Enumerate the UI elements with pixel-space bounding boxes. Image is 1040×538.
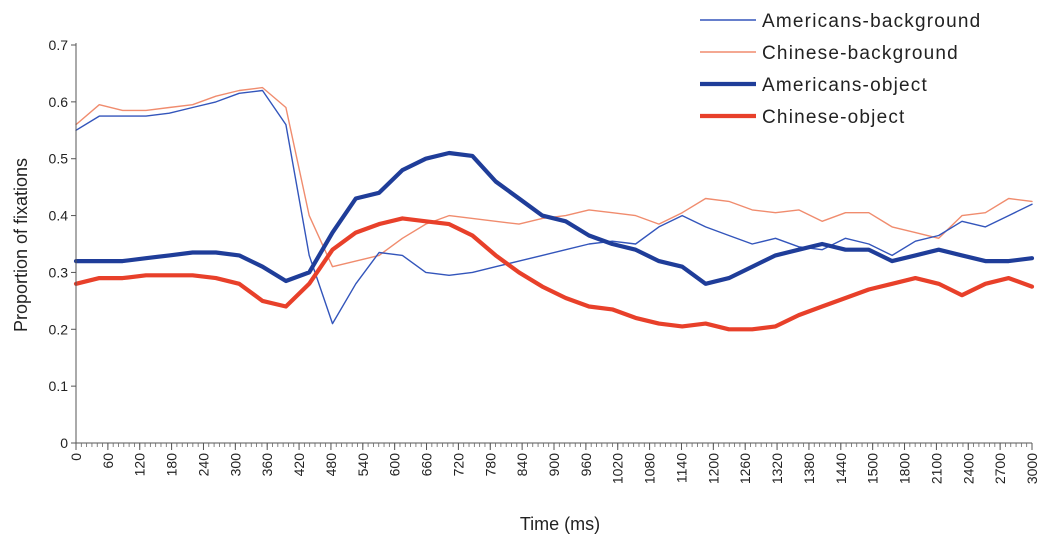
- x-tick-label: 3000: [1024, 453, 1040, 484]
- x-axis-title: Time (ms): [520, 514, 600, 534]
- y-tick-label: 0.2: [49, 321, 69, 337]
- x-tick-label: 720: [450, 453, 466, 477]
- x-tick-label: 2700: [992, 453, 1008, 484]
- x-tick-label: 180: [164, 453, 180, 477]
- x-tick-label: 960: [578, 453, 594, 477]
- x-tick-label: 600: [387, 453, 403, 477]
- x-tick-label: 1800: [897, 453, 913, 484]
- y-tick-label: 0.6: [49, 94, 69, 110]
- x-tick-label: 1080: [642, 453, 658, 484]
- legend-label: Chinese-background: [762, 43, 959, 64]
- series-line-chinese-object: [73, 216, 1035, 332]
- legend-label: Americans-object: [762, 75, 928, 96]
- series-line-americans-object: [73, 150, 1035, 286]
- x-tick-label: 1140: [673, 453, 689, 483]
- x-tick-label: 1320: [769, 453, 785, 484]
- x-tick-label: 2100: [928, 453, 944, 484]
- x-tick-label: 300: [227, 453, 243, 477]
- y-tick-label: 0: [60, 435, 68, 451]
- x-tick-label: 540: [355, 453, 371, 477]
- y-tick-label: 0.7: [49, 37, 69, 53]
- x-tick-label: 240: [195, 453, 211, 477]
- plot-lines: [73, 86, 1035, 332]
- x-tick-label: 900: [546, 453, 562, 477]
- x-tick-label: 1260: [737, 453, 753, 484]
- x-tick-label: 60: [100, 453, 116, 469]
- legend-label: Chinese-object: [762, 107, 906, 128]
- x-tick-label: 1380: [801, 453, 817, 484]
- x-tick-label: 780: [482, 453, 498, 477]
- y-axis-title: Proportion of fixations: [11, 158, 31, 332]
- x-tick-label: 360: [259, 453, 275, 477]
- x-tick-label: 840: [514, 453, 530, 477]
- x-tick-label: 0: [68, 453, 84, 461]
- y-tick-label: 0.1: [49, 378, 69, 394]
- x-tick-label: 660: [419, 453, 435, 477]
- legend: Americans-background Chinese-background Am…: [700, 11, 981, 128]
- x-tick-label: 480: [323, 453, 339, 477]
- x-tick-label: 2400: [960, 453, 976, 484]
- x-tick-label: 1020: [610, 453, 626, 484]
- x-tick-label: 1440: [833, 453, 849, 484]
- y-tick-label: 0.3: [49, 264, 69, 280]
- legend-label: Americans-background: [762, 11, 981, 32]
- x-tick-label: 120: [132, 453, 148, 477]
- y-tick-label: 0.4: [49, 208, 69, 224]
- x-tick-label: 1500: [865, 453, 881, 484]
- axes: 0 0.1 0.2 0.3 0.4 0.5 0.6 0.7 0 60 120 180 240 300 360…: [49, 37, 1040, 484]
- x-tick-label: 1200: [705, 453, 721, 484]
- x-tick-label: 420: [291, 453, 307, 477]
- y-tick-label: 0.5: [49, 151, 69, 167]
- series-line-americans-background: [75, 89, 1033, 325]
